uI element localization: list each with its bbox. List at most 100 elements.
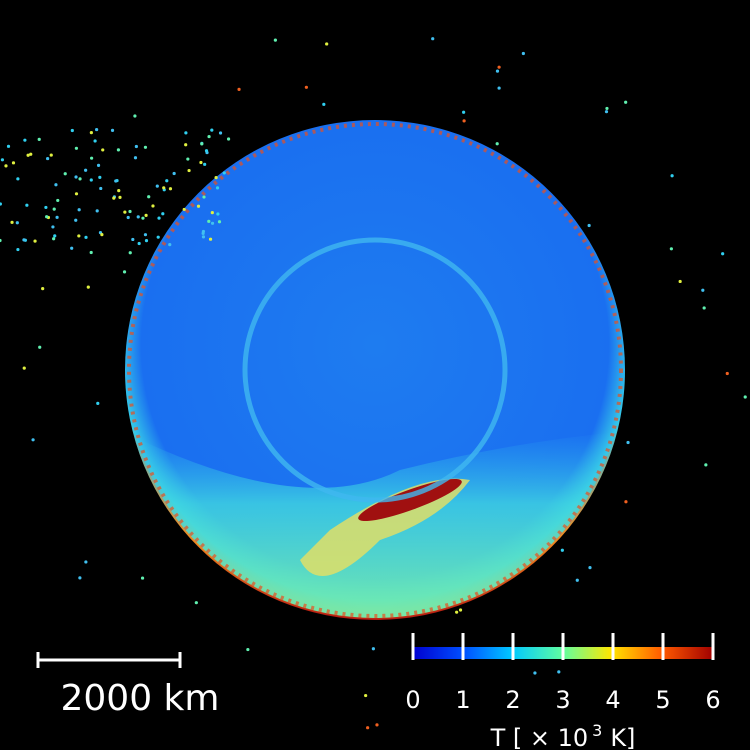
particle xyxy=(497,65,501,69)
particle xyxy=(0,158,5,162)
particle xyxy=(204,149,209,153)
particle xyxy=(702,306,706,310)
particle xyxy=(458,608,463,612)
particle xyxy=(70,128,74,133)
particle xyxy=(721,252,725,256)
particle xyxy=(182,207,186,212)
particle xyxy=(533,671,537,675)
particle xyxy=(126,215,130,220)
colorbar-tick-label: 2 xyxy=(505,686,520,714)
colorbar-label: T [ × 10 3 K] xyxy=(490,721,636,750)
particle xyxy=(99,186,103,191)
particle xyxy=(45,215,49,219)
particle xyxy=(51,225,55,229)
particle xyxy=(165,179,169,183)
particle xyxy=(147,195,151,199)
particle xyxy=(669,247,673,251)
particle xyxy=(208,237,213,241)
particle xyxy=(29,152,33,156)
particle xyxy=(161,212,165,216)
particle xyxy=(112,196,116,200)
particle xyxy=(431,37,435,41)
particle xyxy=(575,578,579,582)
particle xyxy=(89,178,93,182)
particle xyxy=(77,208,81,212)
particle xyxy=(217,220,222,224)
particle xyxy=(521,51,525,56)
particle xyxy=(38,345,42,349)
particle xyxy=(201,235,206,239)
colorbar-tick-label: 6 xyxy=(705,686,720,714)
particle xyxy=(54,183,58,187)
particle xyxy=(140,576,145,580)
particle xyxy=(725,371,729,376)
particle xyxy=(605,106,609,111)
colorbar-tick-label: 5 xyxy=(655,686,670,714)
particle xyxy=(462,119,466,123)
colorbar-tick-label: 3 xyxy=(555,686,570,714)
particle xyxy=(22,238,26,242)
particle xyxy=(37,137,41,141)
particle xyxy=(89,250,93,255)
debris-particles xyxy=(0,37,747,730)
particle xyxy=(133,156,138,160)
particle xyxy=(604,110,609,114)
particle xyxy=(49,153,53,157)
particle xyxy=(0,202,2,206)
particle xyxy=(128,251,132,255)
particle xyxy=(74,218,78,222)
particle xyxy=(215,186,220,190)
particle xyxy=(325,42,329,46)
particle xyxy=(25,203,29,207)
colorbar-label-unit: K] xyxy=(610,724,635,750)
particle xyxy=(222,171,226,175)
particle xyxy=(196,204,201,208)
particle xyxy=(626,440,630,445)
particle xyxy=(84,235,88,239)
particle xyxy=(95,127,99,132)
particle xyxy=(304,85,308,89)
particle xyxy=(131,237,135,242)
particle xyxy=(143,145,148,149)
particle xyxy=(93,139,97,143)
particle xyxy=(137,241,141,246)
particle xyxy=(624,100,628,104)
particle xyxy=(41,287,45,291)
particle xyxy=(52,237,56,241)
particle xyxy=(156,235,160,239)
particle xyxy=(203,162,207,166)
particle xyxy=(117,188,121,193)
particle xyxy=(143,233,148,237)
particle xyxy=(155,184,159,188)
particle xyxy=(210,221,215,225)
particle xyxy=(144,239,149,243)
particle xyxy=(495,69,500,73)
particle xyxy=(16,177,20,181)
particle xyxy=(123,210,127,214)
planet xyxy=(125,120,625,620)
particle xyxy=(210,128,214,132)
particle xyxy=(246,647,250,652)
particle xyxy=(462,110,466,114)
particle xyxy=(560,548,564,552)
particle xyxy=(96,163,101,167)
particle xyxy=(33,239,37,243)
particle xyxy=(89,130,93,135)
particle xyxy=(216,212,220,216)
particle xyxy=(202,195,206,199)
particle xyxy=(743,395,747,399)
particle xyxy=(226,137,231,141)
particle xyxy=(55,215,59,219)
particle xyxy=(101,148,105,152)
particle xyxy=(114,179,118,183)
particle xyxy=(157,216,161,220)
colorbar-tick-label: 0 xyxy=(405,686,420,714)
particle xyxy=(186,157,190,161)
particle xyxy=(624,500,628,504)
particle xyxy=(6,144,11,148)
scale-bar-label: 2000 km xyxy=(61,678,220,719)
particle xyxy=(557,670,561,674)
particle xyxy=(74,192,79,196)
particle xyxy=(237,87,241,91)
